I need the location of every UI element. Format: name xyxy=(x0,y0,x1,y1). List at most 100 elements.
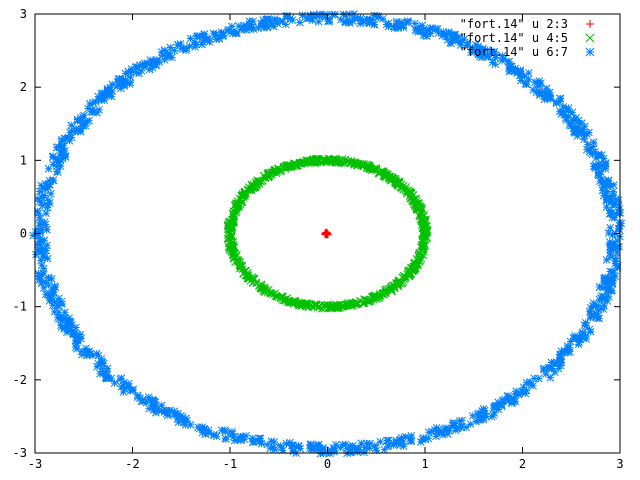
series-2-point-27 xyxy=(249,438,258,446)
series-1-point-14 xyxy=(240,190,249,199)
series-2-point-29 xyxy=(343,444,351,453)
series-2-point-9 xyxy=(350,14,359,23)
x-tick-label-2: -1 xyxy=(223,457,237,471)
series-2-point-24 xyxy=(126,386,135,395)
series-2-point-4 xyxy=(552,99,561,108)
series-1-point-30 xyxy=(394,279,403,288)
y-tick-label-4: 1 xyxy=(20,153,27,167)
series-2-point-12 xyxy=(212,30,221,39)
y-tick-label-2: -1 xyxy=(13,300,27,314)
x-tick-label-1: -2 xyxy=(125,457,139,471)
series-2-point-33 xyxy=(514,390,523,399)
series-2-point-37 xyxy=(606,267,615,276)
series-2-point-14 xyxy=(132,68,141,77)
series-2-point-7 xyxy=(442,32,451,41)
series-1-point-24 xyxy=(298,300,307,309)
series-1-point-8 xyxy=(331,156,340,165)
series-0-points xyxy=(321,228,332,239)
series-1-point-12 xyxy=(266,170,274,179)
x-tick-label-6: 3 xyxy=(616,457,623,471)
x-tick-label-5: 2 xyxy=(519,457,526,471)
series-1-point-15 xyxy=(232,202,241,211)
series-2-point-36 xyxy=(594,302,603,310)
legend-label-1: "fort.14" u 4:5 xyxy=(460,31,568,45)
series-2-point-1 xyxy=(607,194,616,203)
series-1-point-11 xyxy=(280,163,289,172)
series-1-point-1 xyxy=(419,215,427,224)
series-2-point-15 xyxy=(99,94,108,102)
series-2-point-34 xyxy=(547,365,556,373)
axis-ticks xyxy=(34,13,621,454)
series-2-point-35 xyxy=(575,334,583,342)
series-1-point-31 xyxy=(406,268,415,277)
x-tick-label-4: 1 xyxy=(421,457,428,471)
series-1-point-22 xyxy=(266,288,274,297)
series-1-point-32 xyxy=(414,256,423,265)
series-2-point-10 xyxy=(304,14,312,23)
series-2-point-5 xyxy=(520,72,529,81)
axis-tick-labels: -3 -2 -1 0 1 2 3 -3 -2 -1 0 1 2 3 xyxy=(13,7,624,471)
legend-label-0: "fort.14" u 2:3 xyxy=(460,17,568,31)
series-1-point-28 xyxy=(366,295,375,304)
y-tick-label-0: -3 xyxy=(13,446,27,460)
legend-marker-1 xyxy=(585,33,595,43)
series-2-point-30 xyxy=(389,439,398,448)
series-2-point-23 xyxy=(94,359,103,368)
series-1-point-7 xyxy=(348,158,357,167)
legend-marker-0 xyxy=(586,20,594,28)
series-0-point-4 xyxy=(322,229,331,238)
legend-label-2: "fort.14" u 6:7 xyxy=(460,45,568,59)
series-2-point-6 xyxy=(483,50,492,59)
series-1-point-17 xyxy=(226,229,234,238)
series-2-point-18 xyxy=(40,191,49,200)
series-1-point-19 xyxy=(232,256,241,265)
series-2-point-20 xyxy=(39,264,48,273)
series-1-point-16 xyxy=(228,215,236,224)
series-2-ring-markers xyxy=(29,10,626,458)
series-1-point-21 xyxy=(252,279,261,288)
series-1-point-10 xyxy=(297,159,306,168)
series-1-point-3 xyxy=(406,190,415,199)
series-1-point-0 xyxy=(421,229,429,238)
data-marks xyxy=(29,10,626,458)
series-1-point-23 xyxy=(281,295,290,304)
series-2-point-26 xyxy=(204,426,213,435)
series-1-point-2 xyxy=(414,202,423,211)
series-1-point-18 xyxy=(228,243,236,252)
series-2-point-31 xyxy=(434,428,443,437)
series-1-point-4 xyxy=(394,179,403,188)
legend-marker-2 xyxy=(585,47,595,57)
series-1-point-5 xyxy=(381,170,389,179)
series-2-dense-ring xyxy=(29,10,626,458)
series-2-point-13 xyxy=(170,46,179,55)
y-tick-label-5: 2 xyxy=(20,80,27,94)
y-tick-label-3: 0 xyxy=(20,227,27,241)
series-1-point-6 xyxy=(365,163,374,172)
series-2-point-25 xyxy=(163,408,172,417)
series-1-point-9 xyxy=(313,157,322,165)
series-1-point-13 xyxy=(252,179,261,188)
y-tick-label-1: -2 xyxy=(13,373,27,387)
series-2-point-16 xyxy=(72,125,80,133)
series-2-point-3 xyxy=(578,129,586,138)
series-2-points xyxy=(36,14,619,453)
series-2-point-22 xyxy=(69,329,77,338)
series-1-point-27 xyxy=(349,299,358,308)
series-1-points xyxy=(226,156,429,311)
y-tick-label-6: 3 xyxy=(20,7,27,21)
series-2-point-11 xyxy=(257,19,266,28)
series-2-point-17 xyxy=(52,157,61,165)
x-tick-label-0: -3 xyxy=(28,457,42,471)
x-tick-label-3: 0 xyxy=(324,457,331,471)
series-2-point-8 xyxy=(397,21,406,29)
series-1-point-33 xyxy=(419,243,427,252)
series-1-point-25 xyxy=(315,302,324,311)
series-2-point-28 xyxy=(296,444,305,453)
series-1-point-29 xyxy=(381,288,389,297)
series-2-point-32 xyxy=(476,412,485,421)
legend: "fort.14" u 2:3"fort.14" u 4:5"fort.14" … xyxy=(460,17,595,59)
series-2-point-19 xyxy=(36,228,44,236)
series-2-point-21 xyxy=(50,297,59,306)
